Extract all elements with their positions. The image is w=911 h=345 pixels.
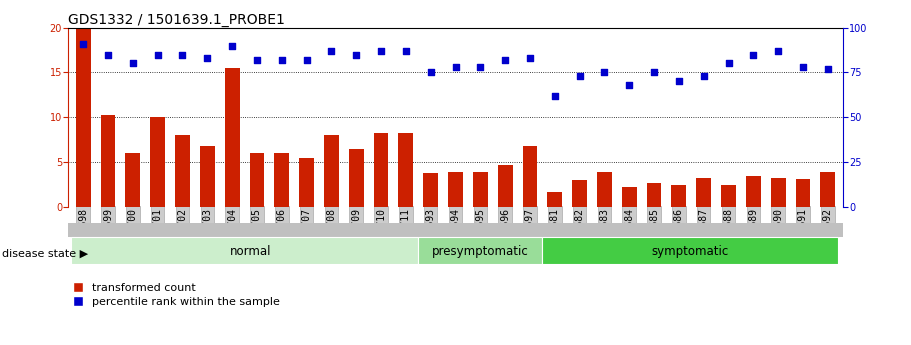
Point xyxy=(324,48,339,54)
Bar xyxy=(68,223,843,237)
Bar xyxy=(696,178,711,207)
Point xyxy=(250,57,264,63)
Bar xyxy=(299,158,314,207)
Bar xyxy=(424,173,438,207)
Bar xyxy=(820,172,835,207)
Bar xyxy=(150,117,165,207)
Bar xyxy=(622,187,637,207)
Bar xyxy=(497,165,513,207)
Point xyxy=(795,64,810,70)
Bar xyxy=(597,172,612,207)
Point xyxy=(175,52,189,57)
Point xyxy=(548,93,562,99)
Bar xyxy=(523,146,537,207)
Bar xyxy=(398,134,414,207)
Point xyxy=(300,57,314,63)
Point xyxy=(647,70,661,75)
Point xyxy=(473,64,487,70)
Text: presymptomatic: presymptomatic xyxy=(432,245,528,258)
Bar xyxy=(100,115,116,207)
Bar xyxy=(225,68,240,207)
Point xyxy=(597,70,611,75)
Bar xyxy=(795,179,811,207)
Bar xyxy=(324,135,339,207)
Bar xyxy=(542,237,838,264)
Legend: transformed count, percentile rank within the sample: transformed count, percentile rank withi… xyxy=(74,283,280,307)
Text: normal: normal xyxy=(230,245,271,258)
Bar xyxy=(374,134,388,207)
Bar xyxy=(418,237,542,264)
Point xyxy=(150,52,165,57)
Point xyxy=(671,79,686,84)
Text: GDS1332 / 1501639.1_PROBE1: GDS1332 / 1501639.1_PROBE1 xyxy=(68,12,285,27)
Bar xyxy=(274,153,289,207)
Text: disease state ▶: disease state ▶ xyxy=(2,249,88,258)
Point xyxy=(746,52,761,57)
Bar xyxy=(250,153,264,207)
Bar xyxy=(671,185,686,207)
Point xyxy=(200,55,215,61)
Point xyxy=(225,43,240,48)
Bar xyxy=(548,192,562,207)
Point xyxy=(274,57,289,63)
Text: symptomatic: symptomatic xyxy=(651,245,729,258)
Bar xyxy=(722,186,736,207)
Point xyxy=(497,57,512,63)
Point xyxy=(374,48,388,54)
Point xyxy=(696,73,711,79)
Point xyxy=(349,52,363,57)
Point xyxy=(76,41,90,47)
Point xyxy=(126,61,140,66)
Point xyxy=(572,73,587,79)
Point xyxy=(523,55,537,61)
Bar xyxy=(448,172,463,207)
Point xyxy=(821,66,835,72)
Bar xyxy=(71,237,418,264)
Bar xyxy=(200,146,215,207)
Point xyxy=(622,82,637,88)
Bar xyxy=(175,135,189,207)
Bar xyxy=(572,180,587,207)
Bar xyxy=(76,28,91,207)
Point xyxy=(771,48,785,54)
Bar xyxy=(771,178,785,207)
Point xyxy=(399,48,414,54)
Bar xyxy=(126,153,140,207)
Point xyxy=(722,61,736,66)
Bar xyxy=(349,149,363,207)
Bar xyxy=(647,183,661,207)
Point xyxy=(424,70,438,75)
Point xyxy=(101,52,116,57)
Bar xyxy=(473,172,487,207)
Point xyxy=(448,64,463,70)
Bar xyxy=(746,176,761,207)
